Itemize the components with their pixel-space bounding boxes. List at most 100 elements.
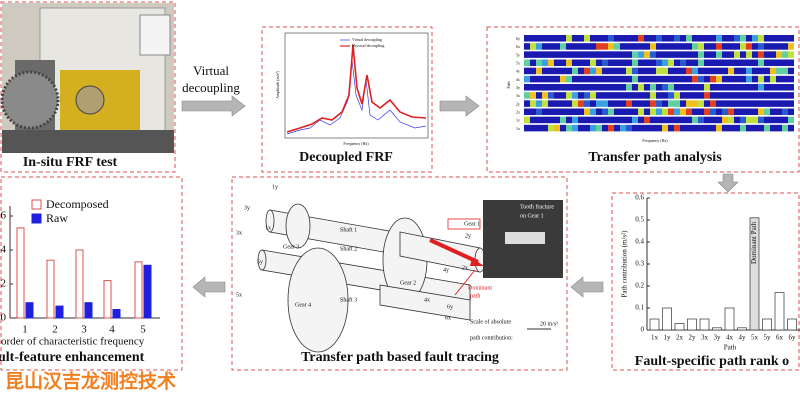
- path-label: 6y: [516, 36, 520, 41]
- heat-cell: [548, 100, 554, 107]
- heat-cell: [536, 124, 542, 132]
- heat-cell: [524, 108, 530, 116]
- heat-cell: [554, 75, 560, 83]
- y-tick-label: 0.1: [635, 304, 644, 312]
- heat-cell: [782, 59, 788, 67]
- heat-cell: [614, 100, 620, 107]
- heat-cell: [566, 75, 572, 83]
- heat-cell: [776, 75, 782, 83]
- heat-cell: [644, 59, 650, 67]
- heat-cell: [596, 51, 602, 58]
- panel-border: [611, 192, 800, 371]
- dominant-path-arrow: [429, 238, 479, 264]
- heat-cell: [764, 75, 770, 83]
- heat-cell: [602, 116, 608, 124]
- bar: [103, 280, 112, 319]
- heat-cell: [788, 84, 794, 91]
- heat-cell: [548, 75, 554, 83]
- heat-cell: [632, 108, 638, 116]
- heat-cell: [668, 35, 674, 42]
- heat-cell: [554, 43, 560, 50]
- x-tick-label: 4x: [726, 334, 734, 342]
- flow-arrow: [570, 276, 604, 298]
- heat-cell: [728, 92, 734, 99]
- heat-cell: [596, 124, 602, 132]
- caption: Transfer path analysis: [588, 150, 722, 165]
- heat-cell: [710, 35, 716, 42]
- heat-cell: [590, 84, 596, 91]
- diagram-label: Shaft 2: [340, 245, 357, 252]
- heat-cell: [650, 59, 656, 67]
- heat-cell: [656, 116, 662, 124]
- heat-cell: [788, 75, 794, 83]
- heat-cell: [578, 100, 584, 107]
- panel-border: [0, 1, 176, 173]
- x-axis-label: Frequency (Hz): [642, 138, 668, 143]
- heat-cell: [650, 35, 656, 42]
- heat-cell: [656, 67, 662, 75]
- heat-cell: [782, 51, 788, 58]
- heat-cell: [686, 116, 692, 124]
- x-tick-label: 4y: [739, 334, 747, 342]
- heat-cell: [704, 43, 710, 50]
- heat-cell: [614, 108, 620, 116]
- heat-cell: [770, 108, 776, 116]
- heat-cell: [632, 92, 638, 99]
- heat-cell: [698, 35, 704, 42]
- heat-cell: [710, 100, 716, 107]
- heat-cell: [620, 116, 626, 124]
- heat-cell: [572, 43, 578, 50]
- gear-system: [257, 203, 486, 353]
- caption: Fault-specific path rank o: [635, 354, 789, 369]
- heat-cell: [620, 84, 626, 91]
- heat-cell: [596, 75, 602, 83]
- heat-cell: [782, 67, 788, 75]
- heat-cell: [590, 43, 596, 50]
- caption: Transfer path based fault tracing: [301, 350, 499, 365]
- heat-cell: [728, 124, 734, 132]
- heat-cell: [734, 59, 740, 67]
- heat-cell: [788, 116, 794, 124]
- diagram-label: on Gear 1: [520, 213, 544, 219]
- heat-cell: [656, 35, 662, 42]
- heat-cell: [662, 84, 668, 91]
- heat-cell: [734, 35, 740, 42]
- heat-cell: [536, 100, 542, 107]
- heat-cell: [734, 84, 740, 91]
- heat-cell: [560, 51, 566, 58]
- heat-cell: [626, 100, 632, 107]
- x-tick-label: 3y: [714, 334, 722, 342]
- heat-cell: [674, 116, 680, 124]
- x-tick-label: 4: [109, 324, 115, 336]
- diagram-label: 5x: [236, 292, 242, 298]
- heat-cell: [566, 92, 572, 99]
- y-tick-label: 6: [1, 210, 7, 222]
- heat-cell: [578, 35, 584, 42]
- watermark: 昆山汉吉龙测控技术: [5, 369, 176, 392]
- heat-cell: [578, 116, 584, 124]
- heat-cell: [686, 108, 692, 116]
- annotation: Dominant Path: [750, 221, 758, 264]
- heat-cell: [776, 35, 782, 42]
- heat-cell: [710, 124, 716, 132]
- bar: [712, 327, 722, 331]
- heat-cell: [656, 100, 662, 107]
- heat-cell: [674, 92, 680, 99]
- flow-arrow: [439, 95, 480, 117]
- heat-cell: [554, 100, 560, 107]
- diagram-label: Tooth fracture: [520, 203, 554, 210]
- heat-cell: [572, 67, 578, 75]
- heat-cell: [542, 59, 548, 67]
- heat-cell: [536, 67, 542, 75]
- heat-cell: [668, 43, 674, 50]
- heat-cell: [782, 124, 788, 132]
- heat-cell: [542, 100, 548, 107]
- path-label: 2y: [516, 101, 520, 106]
- heat-cell: [608, 92, 614, 99]
- heat-cell: [590, 67, 596, 75]
- heat-cell: [584, 51, 590, 58]
- heat-cell: [746, 43, 752, 50]
- heat-cell: [650, 92, 656, 99]
- heat-cell: [584, 43, 590, 50]
- heat-cell: [572, 100, 578, 107]
